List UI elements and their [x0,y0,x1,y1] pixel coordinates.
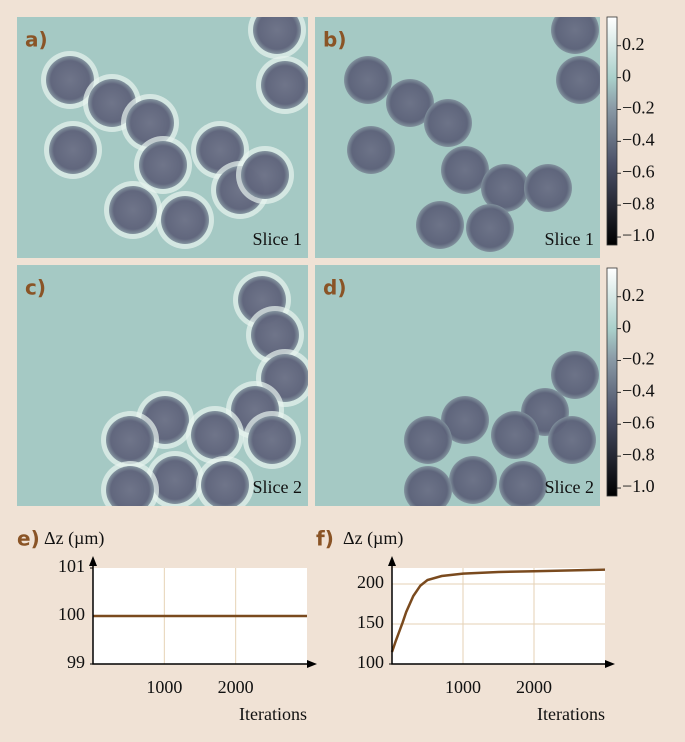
y-arrow [388,556,396,566]
data-line [390,568,606,653]
colorbar-tick-label: −0.8 [622,193,655,213]
colorbar-tick-label: 0.2 [622,34,645,54]
slice-caption: Slice 1 [545,229,595,249]
particle [126,99,174,147]
slice-caption: Slice 1 [253,229,303,249]
panel-label: a) [25,28,48,52]
particle [49,126,97,174]
panel-label: c) [25,276,46,300]
axes [92,560,313,665]
x-tick-label: 2000 [516,677,552,697]
colorbar-tick-label: −0.6 [622,412,655,432]
x-tick-label: 1000 [445,677,481,697]
particle [251,311,299,359]
particle [551,17,599,54]
image-panel [17,17,308,258]
particle [416,201,464,249]
particle [441,396,489,444]
y-tick-label: 200 [357,572,384,592]
particle [347,126,395,174]
particle [424,99,472,147]
colorbar-tick-label: −0.2 [622,98,655,118]
image-panel [315,17,600,258]
colorbar-tick-label: 0 [622,317,631,337]
particle [46,56,94,104]
colorbar-tick-label: −1.0 [622,225,655,245]
particle [191,411,239,459]
particle [548,416,596,464]
x-tick-label: 1000 [146,677,182,697]
colorbar-tick-label: 0.2 [622,285,645,305]
y-tick-label: 150 [357,612,384,632]
particle [404,416,452,464]
particle [106,466,154,506]
colorbar-tick-label: −0.8 [622,444,655,464]
colorbar-tick-label: −0.4 [622,380,655,400]
panel-label: d) [323,276,346,300]
y-tick-label: 100 [58,604,85,624]
particle [261,61,308,109]
particle [551,351,599,399]
particle [441,146,489,194]
particle [161,196,209,244]
axes [391,560,611,665]
particle [466,204,514,252]
colorbar-tick-label: −0.6 [622,161,655,181]
particle [253,17,301,54]
particle [196,126,244,174]
particle [556,56,600,104]
colorbar [606,16,618,246]
particle [449,456,497,504]
particle [151,456,199,504]
particle [499,461,547,506]
slice-caption: Slice 2 [545,477,595,497]
y-axis-label: Δz (µm) [44,528,104,549]
y-axis-label: Δz (µm) [343,528,403,549]
colorbar-tick-label: −1.0 [622,476,655,496]
particle [404,466,452,506]
particle [139,141,187,189]
panel-label: b) [323,28,346,52]
particle [344,56,392,104]
colorbar-tick-label: −0.4 [622,129,655,149]
image-panel [17,265,308,506]
x-arrow [307,660,317,668]
y-tick-label: 99 [67,652,85,672]
colorbar-tick-label: 0 [622,66,631,86]
y-tick-label: 100 [357,652,384,672]
particle [248,416,296,464]
colorbar-tick-label: −0.2 [622,349,655,369]
particle [386,79,434,127]
particle [241,151,289,199]
x-tick-label: 2000 [218,677,254,697]
particle [481,164,529,212]
particle [524,164,572,212]
particle [106,416,154,464]
panel-label: f) [316,527,334,551]
colorbar [606,267,618,497]
image-panel [315,265,600,506]
slice-caption: Slice 2 [253,477,303,497]
y-tick-label: 101 [58,556,85,576]
x-axis-label: Iterations [537,704,605,724]
particle [201,461,249,506]
particle [491,411,539,459]
y-arrow [89,556,97,566]
x-axis-label: Iterations [239,704,307,724]
panel-label: e) [17,527,40,551]
x-arrow [605,660,615,668]
particle [109,186,157,234]
